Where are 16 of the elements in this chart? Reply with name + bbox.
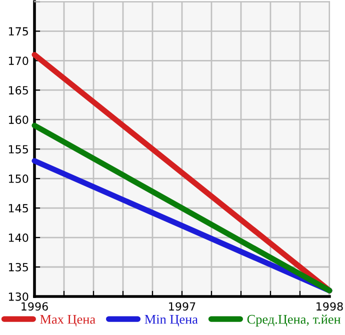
y-tick-label: 160	[8, 116, 28, 124]
y-tick-label: 165	[8, 86, 28, 94]
y-tick-label: 150	[8, 174, 28, 183]
y-tick-label: 130	[8, 292, 28, 301]
legend-label: Сред.Цена, т.йен	[247, 314, 341, 326]
y-tick-label: 140	[8, 233, 28, 242]
y-tick-label: 135	[8, 262, 28, 272]
legend-label: Min Цена	[144, 314, 198, 326]
y-tick-label: 145	[8, 204, 28, 212]
y-tick-label: 175	[8, 27, 28, 36]
x-tick-label: 1996	[22, 302, 48, 311]
y-tick-label: 170	[8, 56, 28, 66]
legend-label: Max Цена	[40, 315, 96, 326]
y-tick-label: 155	[8, 145, 28, 154]
x-tick-label: 1997	[169, 302, 196, 311]
x-tick-label: 1998	[316, 302, 343, 311]
